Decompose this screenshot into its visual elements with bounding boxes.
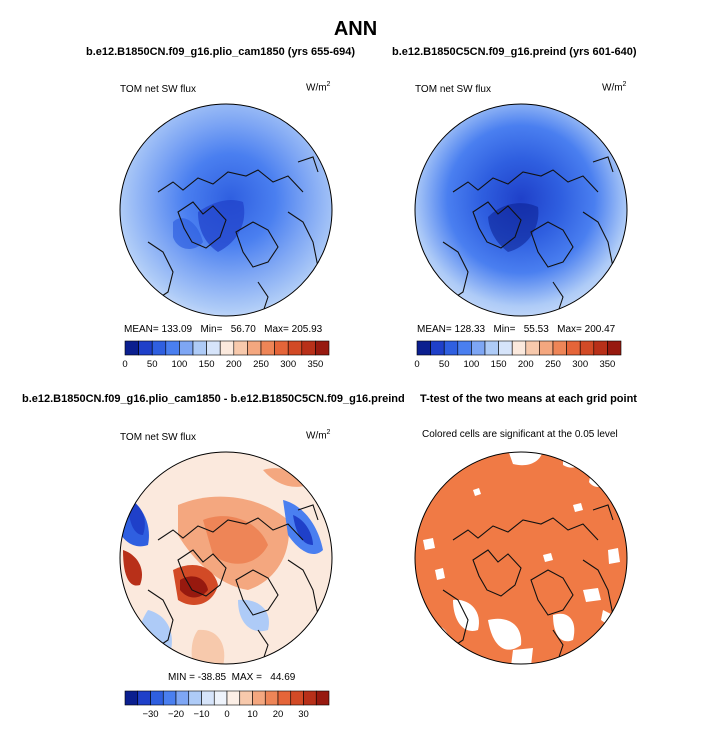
panel-2-stats: MEAN= 128.33 Min= 55.53 Max= 200.47	[417, 324, 616, 335]
panel-2-colorbar-tick-label: 250	[545, 359, 561, 370]
panel-1-colorbar-swatch	[192, 340, 207, 356]
panel-2-colorbar-swatch	[457, 340, 472, 356]
panel-3-colorbar: −30 −20 −10 0 10 20 30	[124, 690, 330, 720]
panel-2-colorbar-swatch	[593, 340, 608, 356]
main-title: ANN	[333, 18, 378, 40]
panel-2-case-title: b.e12.B1850C5CN.f09_g16.preind (yrs 601-…	[392, 46, 637, 58]
panel-1-colorbar-tick-label: 50	[147, 359, 158, 370]
panel-1-colorbar-tick-label: 350	[307, 359, 323, 370]
panel-2-colorbar-tick-label: 200	[518, 359, 534, 370]
panel-3-polar-map	[119, 451, 333, 665]
panel-3-colorbar-swatch	[162, 690, 177, 706]
panel-1-colorbar-swatch	[301, 340, 316, 356]
panel-3-colorbar-tick-label: −30	[142, 709, 158, 720]
panel-3-colorbar-swatch	[213, 690, 228, 706]
panel-1-colorbar-swatch	[165, 340, 180, 356]
panel-1-colorbar-swatch	[260, 340, 275, 356]
panel-2-variable-label: TOM net SW flux	[415, 84, 491, 95]
panel-1-variable-label: TOM net SW flux	[120, 84, 196, 95]
panel-3-colorbar-swatch	[124, 690, 139, 706]
panel-2-colorbar-swatch	[539, 340, 554, 356]
panel-3-colorbar-swatch	[290, 690, 304, 706]
panel-2-colorbar-tick-label: 350	[599, 359, 615, 370]
panel-1-colorbar-tick-label: 200	[226, 359, 242, 370]
panel-3-colorbar-swatch	[277, 690, 292, 706]
panel-1-colorbar-swatch	[247, 340, 262, 356]
panel-1-colorbar-swatch	[151, 340, 167, 356]
panel-2-colorbar-swatch	[511, 340, 527, 356]
panel-1-colorbar-swatch	[206, 340, 221, 356]
panel-1-colorbar-swatch	[315, 340, 330, 356]
panel-2-colorbar-swatch	[443, 340, 459, 356]
panel-1-coastlines	[147, 156, 319, 313]
panel-2-colorbar-swatch	[498, 340, 513, 356]
panel-3-colorbar-swatch	[239, 690, 253, 706]
panel-3-colorbar-swatch	[188, 690, 202, 706]
panel-1-colorbar-tick-label: 300	[280, 359, 296, 370]
panel-2-colorbar-swatch	[525, 340, 540, 356]
panel-1-colorbar-swatch	[233, 340, 248, 356]
panel-1-colorbar: 0 50 100 150 200 250 300 350	[122, 340, 330, 370]
panel-1-case-title: b.e12.B1850CN.f09_g16.plio_cam1850 (yrs …	[86, 46, 356, 58]
panel-2-colorbar-swatch	[579, 340, 595, 356]
panel-3-colorbar-tick-label: −20	[168, 709, 184, 720]
panel-1-colorbar-tick-label: 0	[122, 359, 127, 370]
panel-1-stats: MEAN= 133.09 Min= 56.70 Max= 205.93	[124, 324, 323, 335]
panel-2-colorbar-tick-label: 100	[463, 359, 479, 370]
panel-3-colorbar-tick-label: 30	[298, 709, 309, 720]
panel-3-colorbar-swatch	[201, 690, 215, 706]
panel-3-units: W/m2	[306, 429, 331, 442]
panel-2-polar-map	[414, 103, 628, 317]
panel-2-units: W/m2	[602, 81, 627, 94]
panel-3-colorbar-swatch	[175, 690, 190, 706]
panel-2-colorbar-tick-label: 0	[414, 359, 419, 370]
panel-1-polar-map	[119, 103, 333, 317]
panel-3-colorbar-swatch	[315, 690, 330, 706]
panel-3-colorbar-swatch	[226, 690, 241, 706]
panel-2-colorbar: 0 50 100 150 200 250 300 350	[414, 340, 622, 370]
panel-2-colorbar-swatch	[566, 340, 581, 356]
panel-4-polar-map	[414, 451, 628, 665]
panel-2-colorbar-tick-label: 150	[491, 359, 507, 370]
panel-1-colorbar-swatch	[274, 340, 289, 356]
panel-3-colorbar-tick-label: 20	[273, 709, 284, 720]
panel-3-colorbar-swatch	[264, 690, 279, 706]
panel-2-colorbar-swatch	[552, 340, 567, 356]
panel-3-colorbar-swatch	[150, 690, 164, 706]
panel-3-stats: MIN = -38.85 MAX = 44.69	[168, 672, 296, 683]
panel-1-colorbar-tick-label: 250	[253, 359, 269, 370]
panel-1-colorbar-swatch	[287, 340, 303, 356]
panel-2-coastlines	[442, 156, 614, 313]
panel-1-units: W/m2	[306, 81, 331, 94]
panel-3-variable-label: TOM net SW flux	[120, 432, 196, 443]
panel-1-colorbar-swatch	[179, 340, 194, 356]
panel-2-colorbar-tick-label: 300	[572, 359, 588, 370]
panel-2-colorbar-swatch	[416, 340, 431, 356]
panel-3-colorbar-tick-label: −10	[193, 709, 209, 720]
panel-2-colorbar-swatch	[430, 340, 445, 356]
panel-1-colorbar-tick-label: 150	[199, 359, 215, 370]
panel-3-colorbar-swatch	[303, 690, 317, 706]
panel-3-coastlines	[147, 504, 319, 661]
panel-1-colorbar-tick-label: 100	[171, 359, 187, 370]
panel-3-colorbar-swatch	[252, 690, 266, 706]
panel-3-case-title: b.e12.B1850CN.f09_g16.plio_cam1850 - b.e…	[22, 393, 405, 405]
panel-1-colorbar-swatch	[138, 340, 153, 356]
panel-3-colorbar-swatch	[137, 690, 151, 706]
panel-2-colorbar-swatch	[607, 340, 622, 356]
panel-2-colorbar-tick-label: 50	[439, 359, 450, 370]
panel-3-colorbar-tick-label: 10	[247, 709, 258, 720]
panel-4-subtitle: Colored cells are significant at the 0.0…	[422, 429, 618, 440]
panel-1-colorbar-swatch	[219, 340, 235, 356]
panel-1-colorbar-swatch	[124, 340, 139, 356]
panel-2-colorbar-swatch	[471, 340, 486, 356]
panel-2-colorbar-swatch	[484, 340, 499, 356]
panel-3-colorbar-tick-label: 0	[224, 709, 229, 720]
panel-4-case-title: T-test of the two means at each grid poi…	[420, 393, 637, 405]
